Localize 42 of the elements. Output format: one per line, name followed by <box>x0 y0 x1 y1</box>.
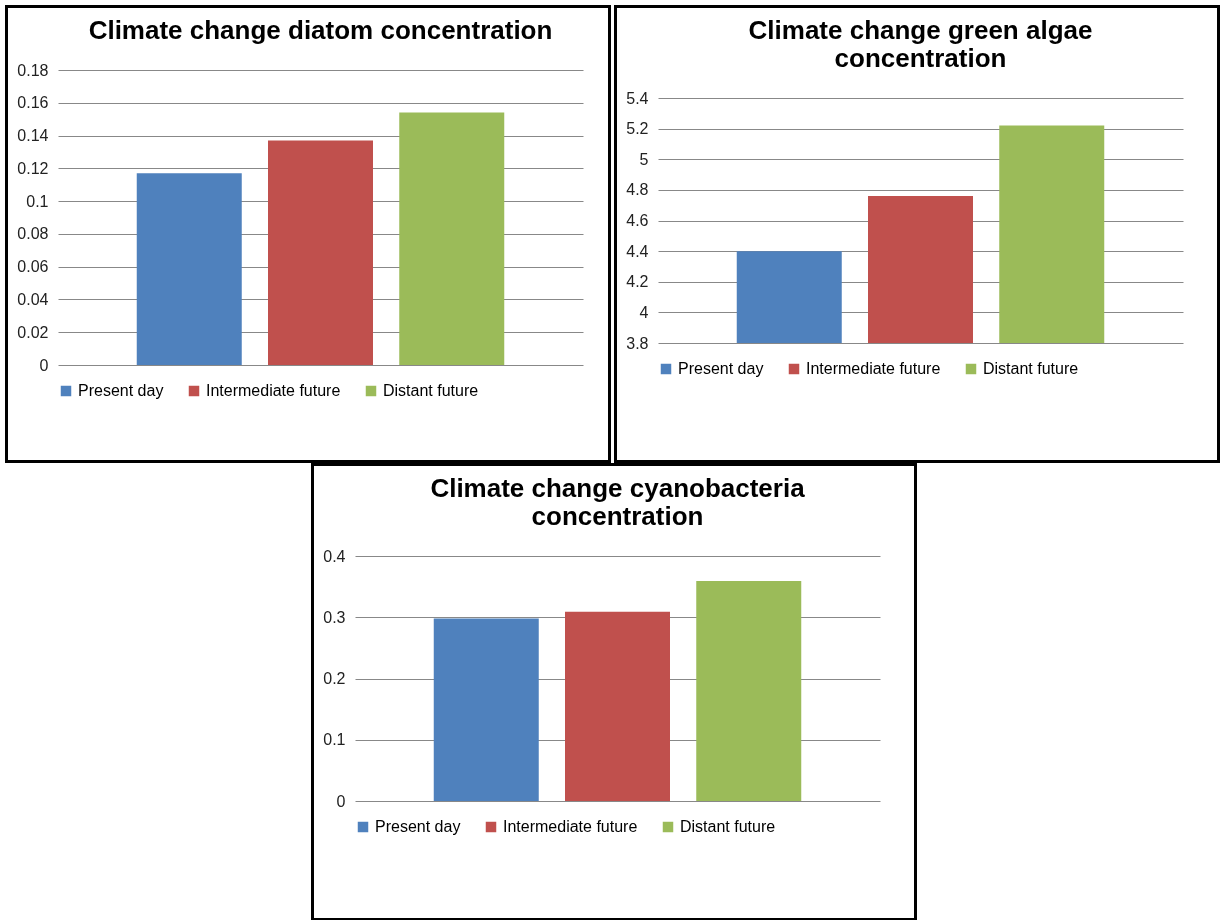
y-tick-label: 5.4 <box>626 89 649 107</box>
y-tick-label: 3.8 <box>626 334 649 352</box>
bar <box>565 611 670 801</box>
legend-label: Distant future <box>383 382 479 399</box>
y-tick-label: 4.8 <box>626 181 649 199</box>
y-tick-label: 0.2 <box>323 670 346 687</box>
bar <box>433 618 539 801</box>
y-tick-label: 5.2 <box>626 120 649 138</box>
y-tick-label: 4.2 <box>626 273 649 291</box>
y-tick-label: 0.04 <box>17 290 49 308</box>
chart-title: Climate change green algae concentration <box>748 15 1093 73</box>
y-tick-label: 0.14 <box>17 127 49 145</box>
legend-label: Intermediate future <box>206 382 341 399</box>
y-tick-label: 4.4 <box>626 242 649 260</box>
y-tick-label: 4 <box>639 303 649 321</box>
chart-title: Climate change cyanobacteria concentration <box>430 473 806 531</box>
legend-label: Present day <box>375 818 461 835</box>
y-tick-label: 0 <box>336 792 346 810</box>
legend-label: Present day <box>78 382 164 399</box>
y-tick-label: 0.18 <box>17 61 49 79</box>
y-tick-label: 0.1 <box>323 731 346 749</box>
y-tick-label: 0.16 <box>17 94 49 112</box>
y-tick-label: 4.6 <box>626 212 649 229</box>
legend-label: Present day <box>678 360 764 377</box>
y-tick-label: 0.1 <box>26 192 49 210</box>
legend-label: Distant future <box>680 818 776 835</box>
bar <box>268 140 373 365</box>
bar <box>696 581 802 801</box>
y-tick-label: 0.3 <box>323 608 346 626</box>
y-tick-label: 0 <box>39 356 49 374</box>
chart-title: Climate change diatom concentration <box>88 15 553 45</box>
y-tick-label: 0.12 <box>17 159 49 177</box>
bar <box>399 112 505 365</box>
bar <box>136 173 242 365</box>
y-tick-label: 0.02 <box>17 323 49 341</box>
legend-label: Distant future <box>983 360 1079 377</box>
y-tick-label: 5 <box>639 150 649 168</box>
y-tick-label: 0.08 <box>17 225 49 243</box>
legend-label: Intermediate future <box>806 360 941 377</box>
y-tick-label: 0.4 <box>323 547 346 565</box>
legend-label: Intermediate future <box>503 818 638 835</box>
y-tick-label: 0.06 <box>17 258 49 276</box>
